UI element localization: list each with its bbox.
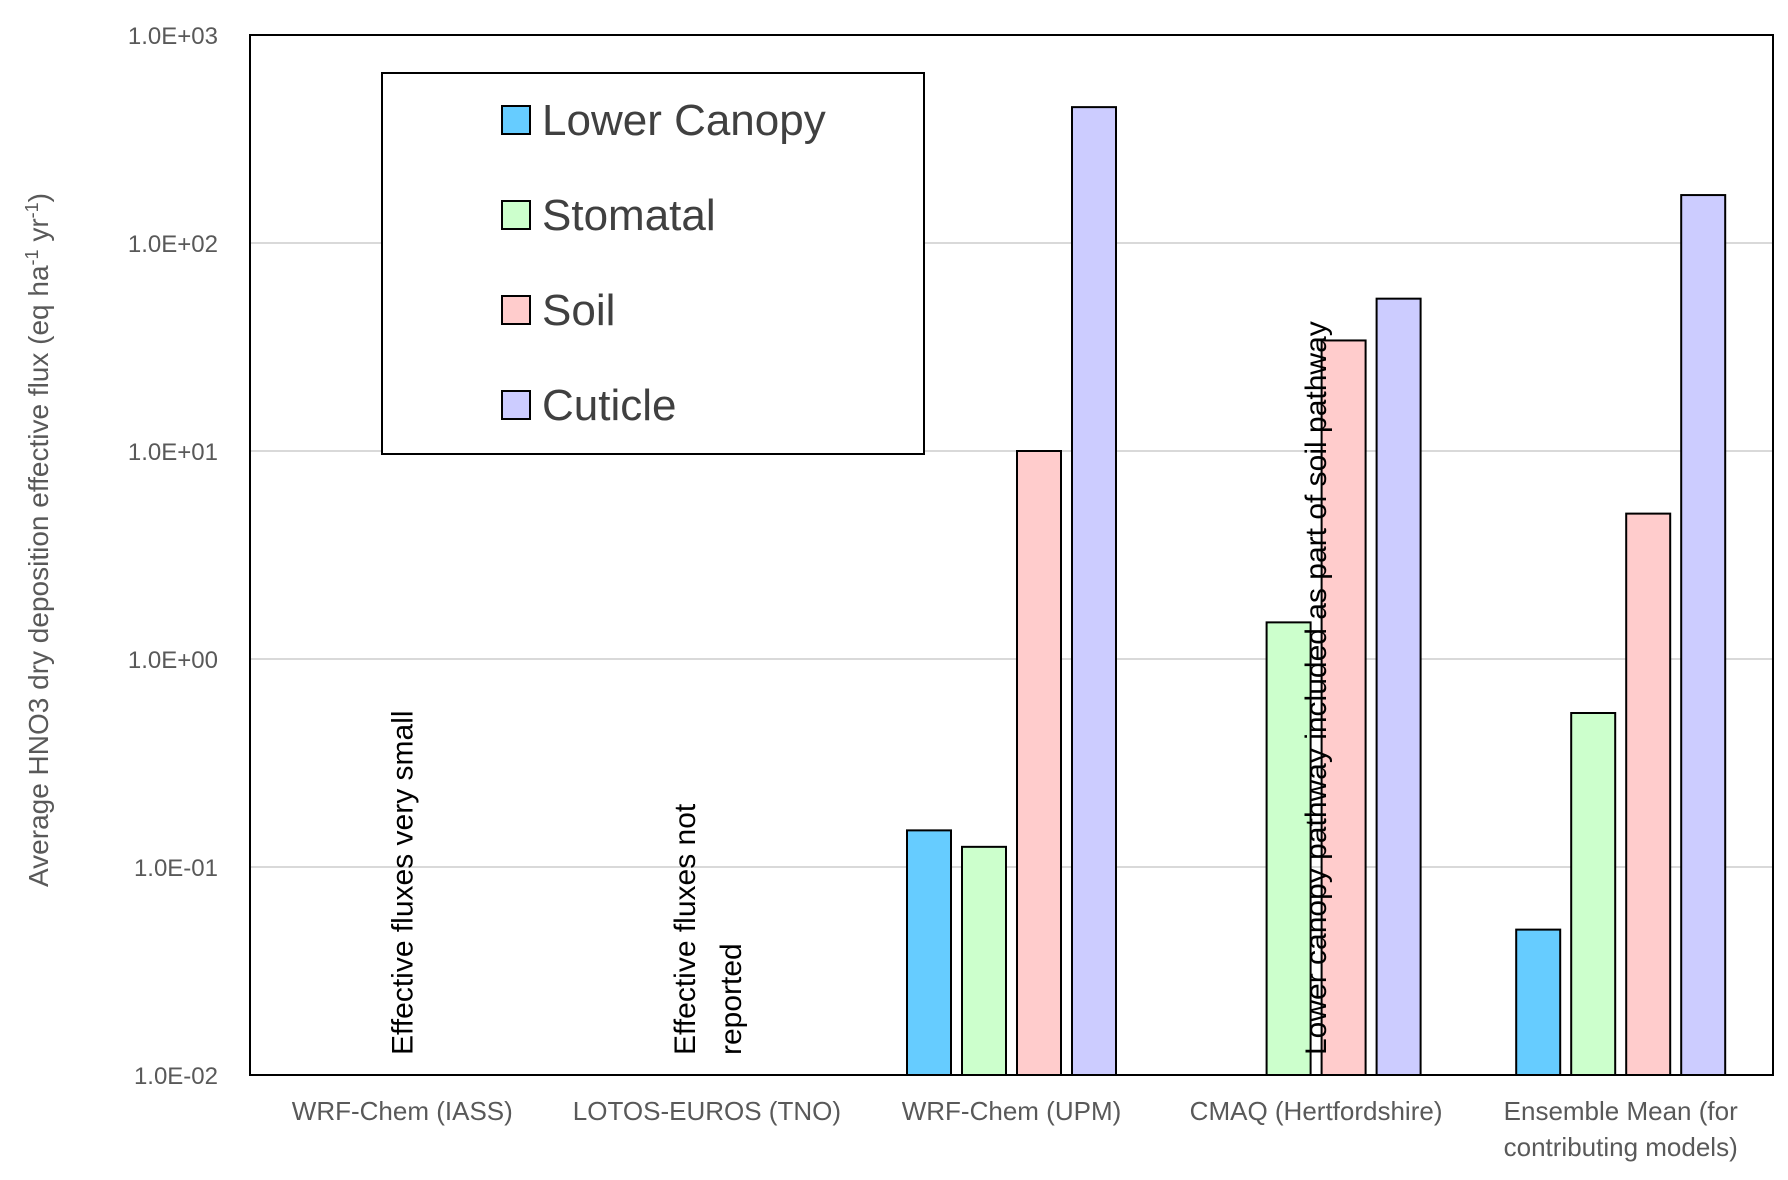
annotations: Effective fluxes very small Effective flu… [386, 321, 1333, 1055]
legend-swatch [501, 390, 531, 420]
y-axis-label: Average HNO3 dry deposition effective fl… [22, 193, 54, 887]
bar-lower-canopy [1515, 928, 1562, 1077]
legend-label: Lower Canopy [542, 96, 826, 145]
legend: Lower Canopy Stomatal Soil Cuticle [381, 72, 925, 455]
legend-label: Soil [542, 286, 615, 335]
bar-stomatal [961, 845, 1007, 1076]
category-label: CMAQ (Hertfordshire) [1190, 1096, 1443, 1126]
x-axis-categories: WRF-Chem (IASS) LOTOS-EUROS (TNO) WRF-Chem… [292, 1096, 1738, 1162]
bar-soil [1320, 339, 1367, 1076]
annotation: Effective fluxes not reported [669, 803, 748, 1055]
annotation-line: Effective fluxes very small [386, 710, 419, 1055]
bar-cuticle [1071, 106, 1117, 1077]
bar-soil [1016, 450, 1062, 1076]
bar-cuticle [1680, 194, 1727, 1076]
legend-swatch [501, 295, 531, 325]
y-tick-label: 1.0E+01 [128, 439, 218, 466]
bar-lower-canopy [906, 829, 952, 1077]
legend-item: Stomatal [501, 191, 716, 240]
legend-item: Lower Canopy [501, 96, 826, 145]
legend-box [381, 72, 925, 455]
bars [906, 106, 1727, 1077]
annotation: Effective fluxes very small [386, 710, 419, 1055]
plot-area-frame [249, 34, 1774, 1076]
legend-label: Stomatal [542, 191, 716, 240]
bar-stomatal [1570, 712, 1617, 1077]
y-tick-label: 1.0E-02 [134, 1063, 218, 1090]
legend-swatch [501, 200, 531, 230]
bar-soil [1625, 512, 1672, 1076]
legend-item: Soil [501, 286, 615, 335]
category-label: Ensemble Mean (for contributing models) [1504, 1096, 1738, 1162]
annotation-line: Lower canopy pathway included as part of… [1300, 321, 1333, 1055]
category-label: WRF-Chem (UPM) [902, 1096, 1122, 1126]
y-tick-label: 1.0E+03 [128, 23, 218, 50]
y-tick-label: 1.0E-01 [134, 855, 218, 882]
y-tick-label: 1.0E+00 [128, 647, 218, 674]
y-axis-ticks: 1.0E-02 1.0E-01 1.0E+00 1.0E+01 1.0E+02 1.0E+… [128, 23, 218, 1090]
annotation-line: Effective fluxes not [669, 803, 702, 1055]
annotation-line: reported [715, 943, 748, 1055]
legend-label: Cuticle [542, 381, 677, 430]
category-label: LOTOS-EUROS (TNO) [573, 1096, 841, 1126]
bar-cuticle [1375, 297, 1422, 1076]
category-label: WRF-Chem (IASS) [292, 1096, 513, 1126]
legend-item: Cuticle [501, 381, 677, 430]
annotation: Lower canopy pathway included as part of… [1300, 321, 1333, 1055]
legend-swatch [501, 105, 531, 135]
y-tick-label: 1.0E+02 [128, 231, 218, 258]
